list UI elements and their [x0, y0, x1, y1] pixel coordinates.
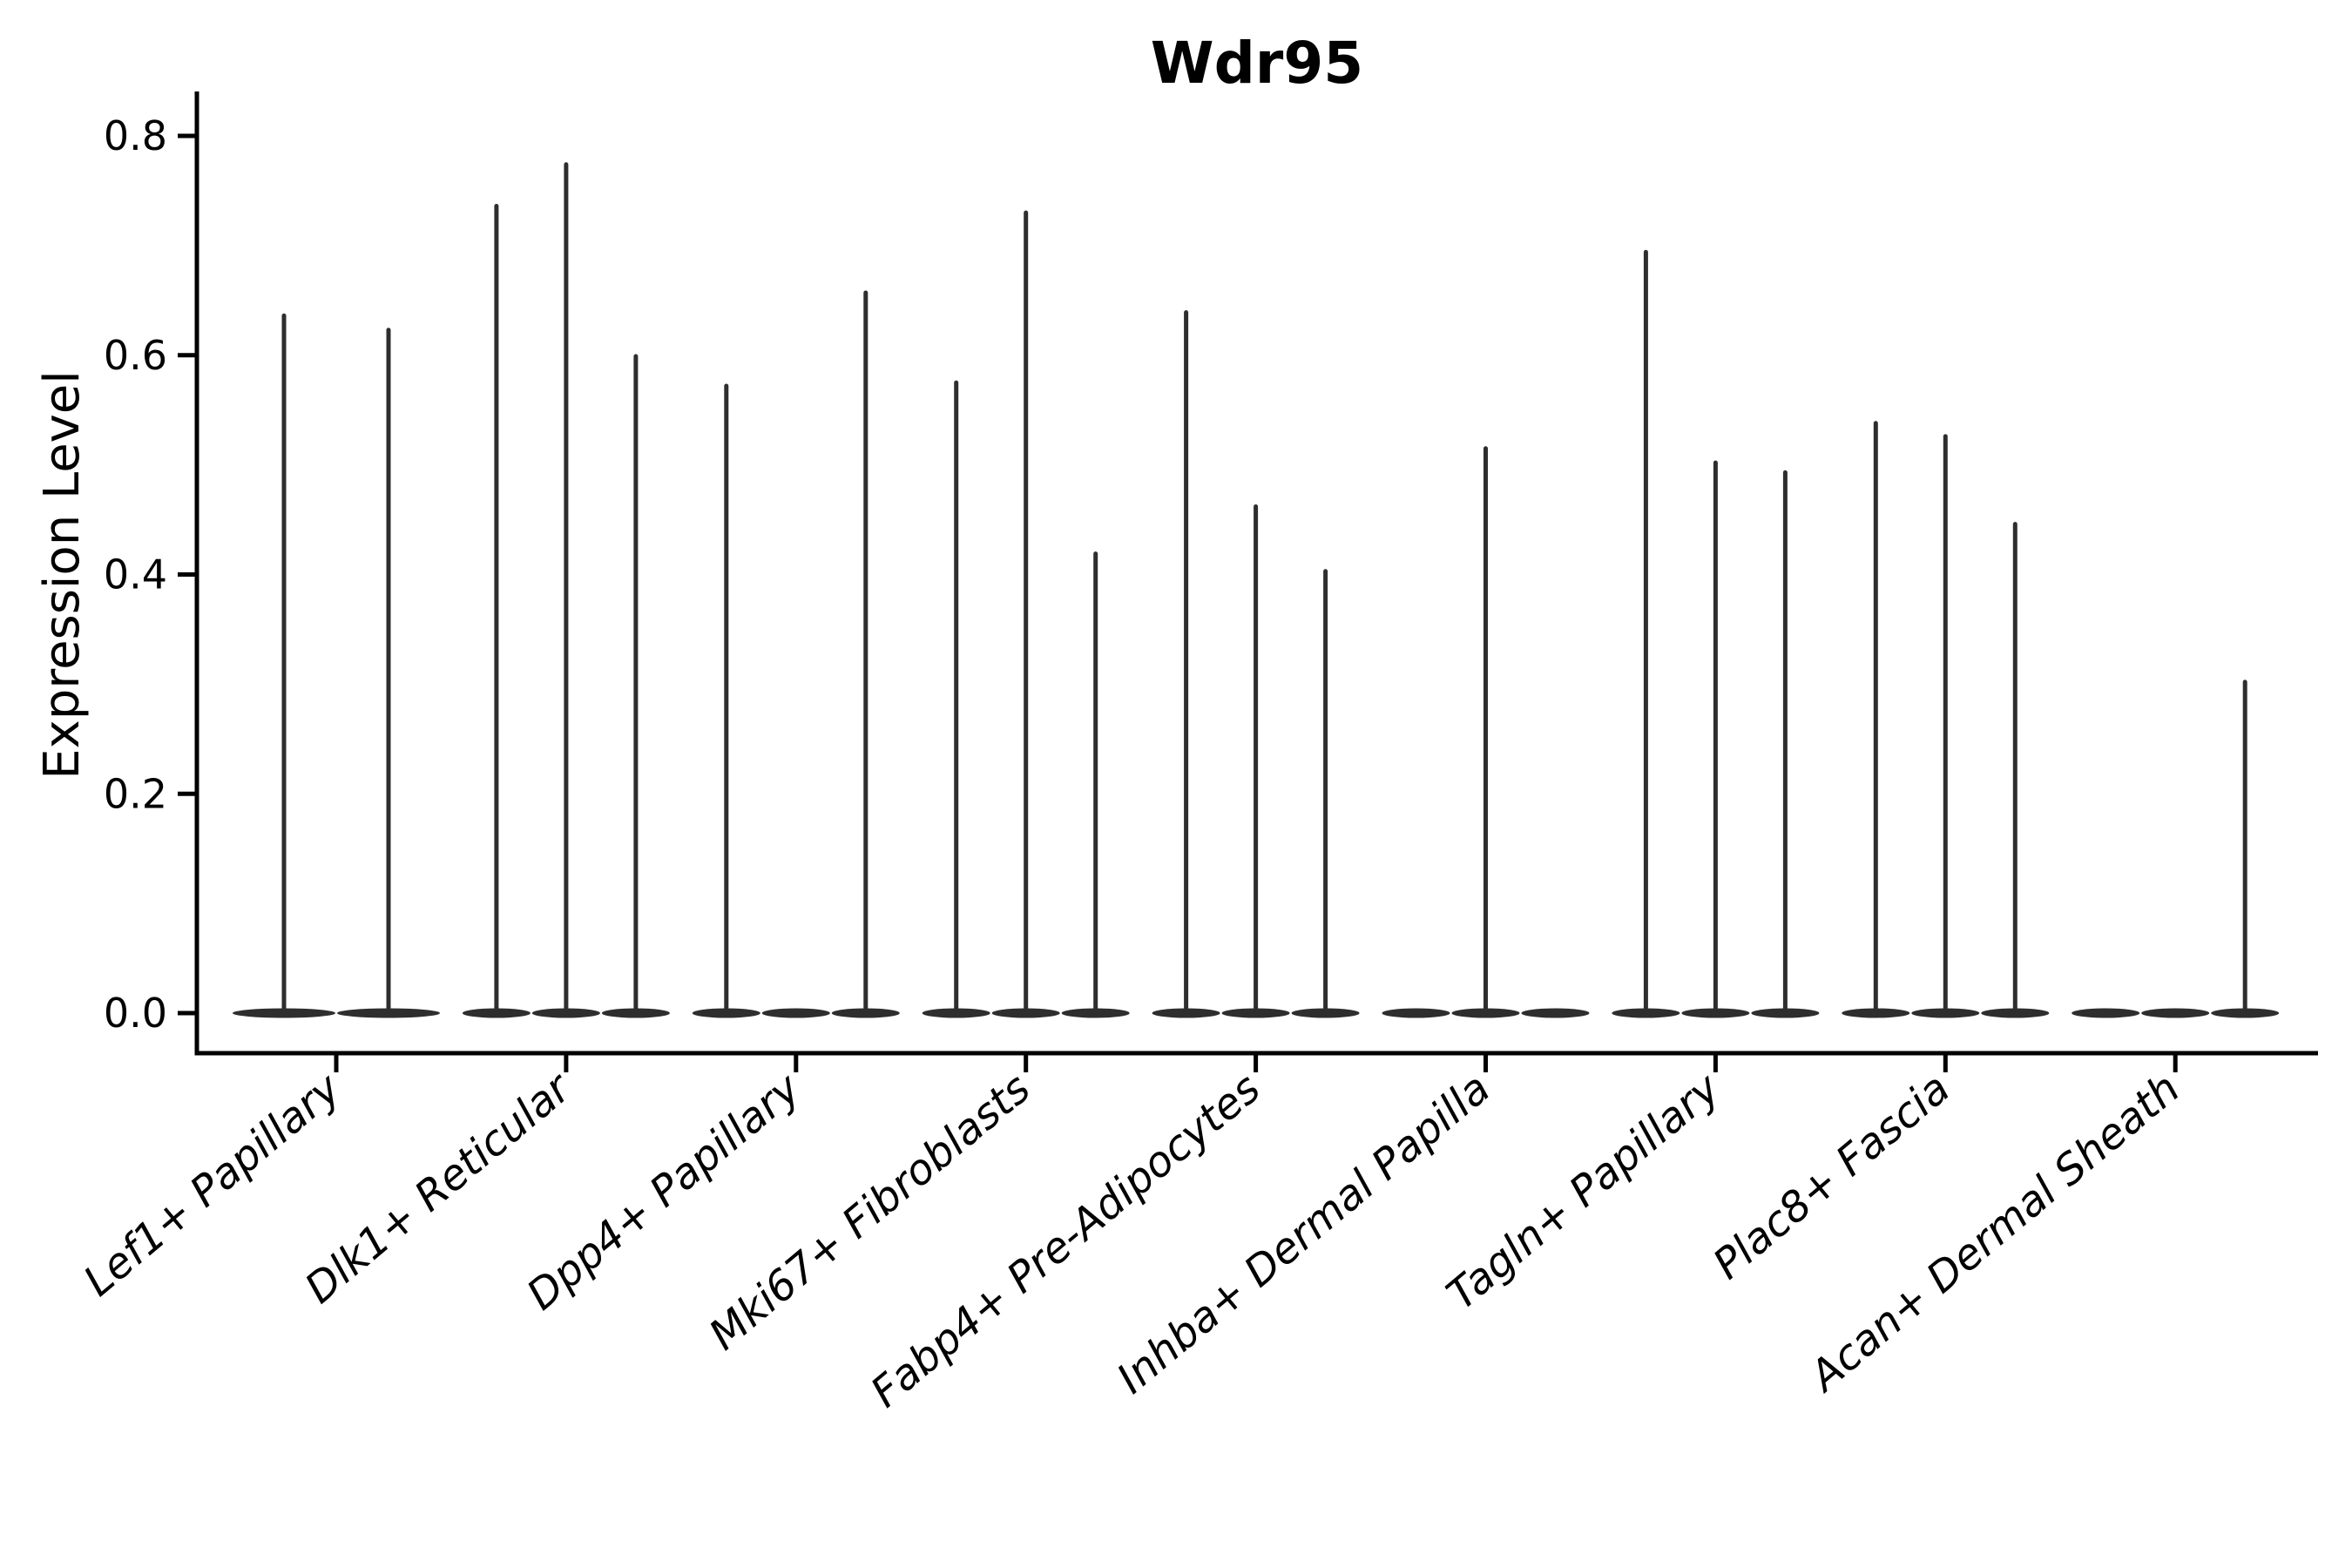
chart-title: Wdr95	[1151, 30, 1363, 97]
y-tick-label: 0.0	[104, 990, 167, 1037]
x-tick-label: Acan+ Dermal Sheath	[1799, 1064, 2189, 1402]
y-axis-label: Expression Level	[34, 370, 91, 780]
violin-base	[1521, 1008, 1590, 1018]
y-tick-label: 0.8	[104, 112, 167, 159]
violin-group	[462, 162, 670, 1018]
violin-base	[761, 1008, 830, 1018]
violin-group	[1842, 421, 2050, 1018]
violin-base	[2141, 1008, 2210, 1018]
violin-group	[1152, 310, 1360, 1018]
violin-group	[1612, 249, 1820, 1018]
y-tick-label: 0.2	[104, 770, 167, 817]
y-tick-label: 0.6	[104, 332, 167, 379]
violins-layer	[233, 162, 2280, 1018]
violin-group	[233, 313, 440, 1018]
violin-group	[2072, 679, 2280, 1018]
violin-group	[692, 290, 900, 1018]
violin-group	[1382, 446, 1590, 1018]
x-tick-label: Plac8+ Fascia	[1704, 1064, 1959, 1288]
x-tick-label: Inhba+ Dermal Papilla	[1108, 1064, 1499, 1403]
violin-group	[922, 210, 1130, 1018]
violin-base	[2072, 1008, 2140, 1018]
violin-base	[1382, 1008, 1450, 1018]
y-tick-label: 0.4	[104, 551, 167, 598]
x-tick-label: Fabp4+ Pre-Adipocytes	[862, 1064, 1269, 1417]
